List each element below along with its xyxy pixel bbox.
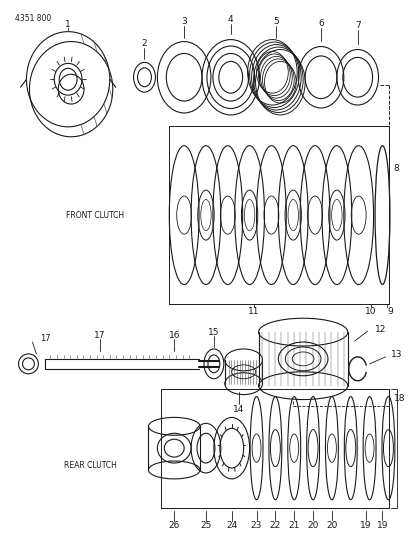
Text: 22: 22 <box>270 521 281 530</box>
Text: 26: 26 <box>169 521 180 530</box>
Text: 7: 7 <box>355 21 361 30</box>
Text: 21: 21 <box>288 521 300 530</box>
Text: 19: 19 <box>360 521 371 530</box>
Text: 16: 16 <box>169 330 180 340</box>
Text: 4351 800: 4351 800 <box>15 14 51 23</box>
Text: 19: 19 <box>377 521 388 530</box>
Text: 12: 12 <box>375 325 386 334</box>
Text: FRONT CLUTCH: FRONT CLUTCH <box>66 211 124 220</box>
Text: 4: 4 <box>228 15 233 24</box>
Text: 17: 17 <box>40 334 51 343</box>
Text: 11: 11 <box>248 307 259 316</box>
Text: 1: 1 <box>65 20 71 29</box>
Text: 17: 17 <box>94 330 106 340</box>
Text: 20: 20 <box>307 521 319 530</box>
Text: 8: 8 <box>393 164 399 173</box>
Text: REAR CLUTCH: REAR CLUTCH <box>64 462 116 471</box>
Text: 9: 9 <box>388 307 393 316</box>
Text: 23: 23 <box>251 521 262 530</box>
Text: 13: 13 <box>391 350 403 359</box>
Text: 2: 2 <box>142 39 147 48</box>
Text: 5: 5 <box>273 17 279 26</box>
Text: 25: 25 <box>200 521 212 530</box>
Text: 3: 3 <box>181 17 187 26</box>
Text: 6: 6 <box>318 19 324 28</box>
Text: 14: 14 <box>233 405 244 414</box>
Text: 18: 18 <box>395 394 406 403</box>
Text: 20: 20 <box>326 521 337 530</box>
Text: 24: 24 <box>226 521 237 530</box>
Text: 15: 15 <box>208 328 220 337</box>
Text: 10: 10 <box>365 307 376 316</box>
